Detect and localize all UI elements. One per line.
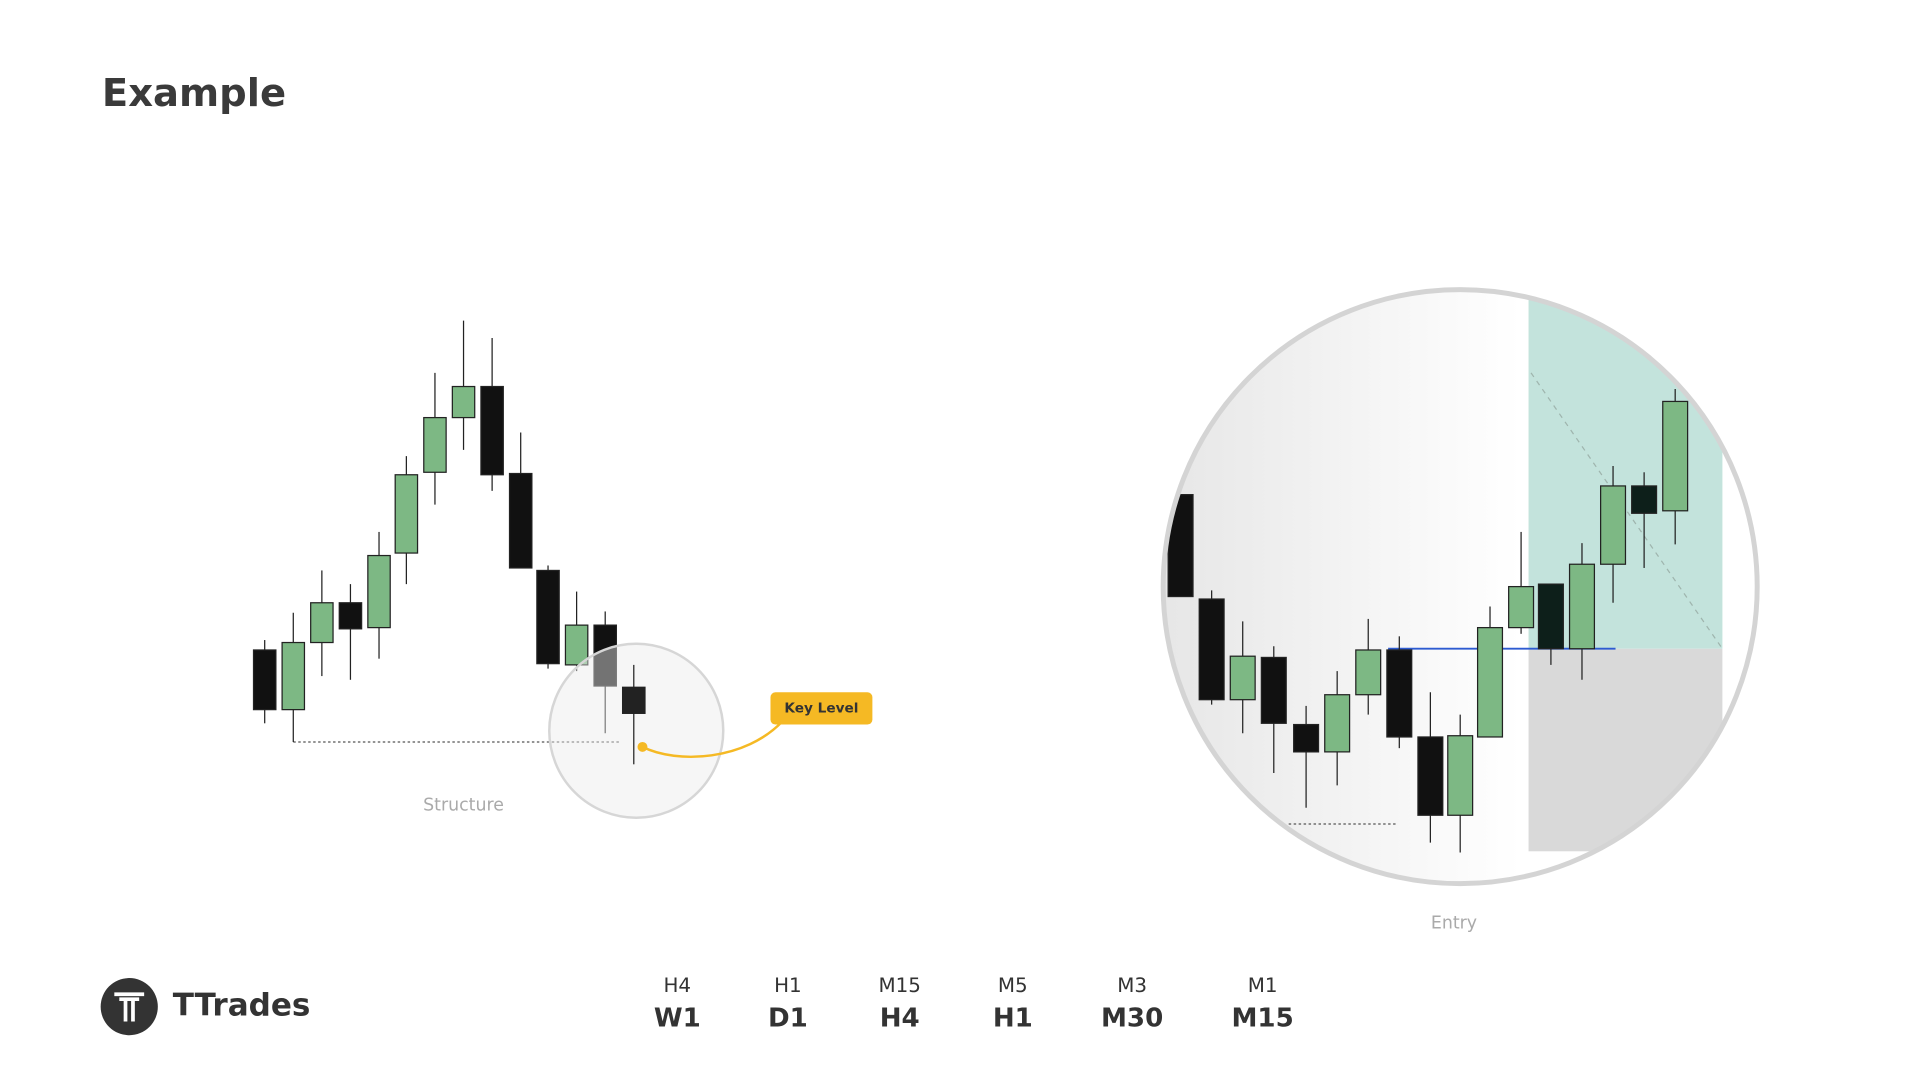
logo	[100, 978, 158, 1036]
connector	[641, 719, 784, 759]
ltf-label: M5	[998, 974, 1028, 997]
logo-mark	[114, 992, 145, 1022]
candle-body	[1417, 736, 1444, 816]
risk-zone	[1528, 648, 1723, 852]
magnifier	[548, 642, 725, 819]
ltf-label: M3	[1117, 974, 1147, 997]
candle-body	[1662, 400, 1689, 512]
entry-zoom	[1164, 290, 1756, 883]
timeframes: H4 W1 H1 D1 M15 H4 M5 H1 M3 M30 M1 M15	[654, 974, 1294, 1033]
candle-body	[1355, 649, 1382, 696]
brand: TTrades	[173, 988, 311, 1024]
candle-body	[1198, 598, 1225, 701]
candle-body	[1537, 583, 1564, 650]
htf-label: D1	[768, 1004, 808, 1034]
htf-label: H1	[993, 1004, 1033, 1034]
candle-body	[1260, 656, 1287, 724]
candle-body	[338, 602, 363, 630]
candle-body	[367, 554, 391, 629]
entry-label: Entry	[1431, 913, 1477, 933]
htf-label: M30	[1101, 1004, 1163, 1034]
candle-body	[1229, 655, 1256, 701]
candle-body	[1476, 626, 1504, 738]
candle-body	[281, 641, 306, 711]
zoom-ring	[1160, 287, 1760, 887]
htf-label: H4	[880, 1004, 920, 1034]
candle-body	[252, 649, 277, 711]
candle-body	[1386, 649, 1413, 738]
ltf-label: H1	[774, 974, 802, 997]
candle-body	[1324, 694, 1351, 753]
title: Example	[102, 71, 286, 116]
candle-body	[310, 602, 334, 644]
structure-chart	[252, 320, 622, 743]
ltf-label: M1	[1248, 974, 1278, 997]
candle-body	[1508, 585, 1535, 629]
structure-label: Structure	[423, 795, 504, 815]
candle-body	[480, 385, 504, 476]
htf-label: M15	[1231, 1004, 1293, 1034]
ltf-label: M15	[879, 974, 921, 997]
ltf-label: H4	[663, 974, 691, 997]
candle-body	[1568, 563, 1596, 650]
key-level-box	[770, 692, 873, 725]
candle-body	[423, 416, 447, 473]
htf-label: W1	[654, 1004, 701, 1034]
candle-body	[536, 569, 560, 665]
candle-body	[508, 472, 533, 569]
key-level-label: Key Level	[784, 700, 858, 716]
candle-body	[564, 624, 589, 666]
candle-body	[1631, 485, 1658, 514]
candle-body	[1293, 723, 1320, 753]
candle-body	[1599, 485, 1627, 565]
dot	[637, 741, 648, 752]
candle-body	[1447, 735, 1474, 816]
candle-body	[451, 385, 476, 419]
candle-body	[394, 474, 419, 554]
candle-body	[621, 686, 646, 714]
diagonal	[1530, 372, 1723, 650]
